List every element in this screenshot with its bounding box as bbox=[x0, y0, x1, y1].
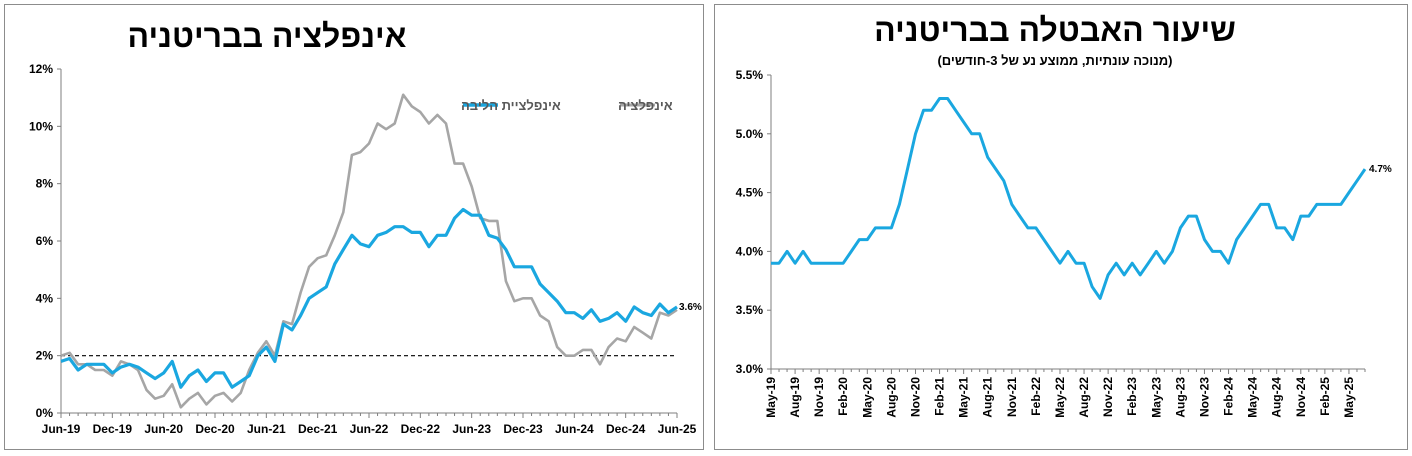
y-tick-label: 5.0% bbox=[736, 127, 764, 141]
x-tick-label: May-25 bbox=[1342, 377, 1356, 418]
core-inflation-end-label: 3.6% bbox=[679, 302, 702, 313]
unemployment-chart-title: שיעור האבטלה בבריטניה bbox=[874, 12, 1236, 48]
x-tick-label: Jun-24 bbox=[555, 422, 594, 436]
x-tick-label: Jun-22 bbox=[350, 422, 389, 436]
inflation-chart-title: אינפלציה בבריטניה bbox=[128, 18, 407, 54]
x-tick-label: Jun-25 bbox=[658, 422, 697, 436]
unemployment-end-label: 4.7% bbox=[1369, 164, 1392, 175]
x-tick-label: Aug-20 bbox=[884, 377, 898, 418]
y-tick-label: 0% bbox=[36, 406, 54, 420]
core-inflation-line bbox=[60, 207, 678, 389]
y-tick-label: 4.5% bbox=[736, 186, 764, 200]
y-tick-label: 8% bbox=[36, 177, 54, 191]
y-tick-label: 6% bbox=[36, 234, 54, 248]
legend-label-core: אינפלציית הליבה bbox=[461, 98, 561, 113]
x-tick-label: Nov-21 bbox=[1005, 377, 1019, 417]
x-tick-label: May-19 bbox=[764, 377, 778, 418]
unemployment-chart: שיעור האבטלה בבריטניה (מנוכה עונתיות, ממ… bbox=[736, 12, 1392, 418]
x-tick-label: Nov-23 bbox=[1197, 377, 1211, 417]
unemployment-chart-panel: שיעור האבטלה בבריטניה (מנוכה עונתיות, ממ… bbox=[714, 4, 1408, 450]
x-tick-label: Aug-19 bbox=[788, 377, 802, 418]
inflation-chart-panel: אינפלציה בבריטניה 0% 2% 4% 6% 8% 10% 12% Jun-19… bbox=[4, 4, 704, 450]
y-tick-label: 4% bbox=[36, 291, 54, 305]
x-tick-label: Dec-21 bbox=[298, 422, 338, 436]
y-tick-label: 12% bbox=[29, 62, 53, 76]
y-tick-label: 10% bbox=[29, 119, 53, 133]
x-tick-label: May-23 bbox=[1149, 377, 1163, 418]
x-tick-label: Dec-19 bbox=[93, 422, 133, 436]
x-tick-label: Aug-23 bbox=[1173, 377, 1187, 418]
x-tick-label: Dec-20 bbox=[195, 422, 235, 436]
y-tick-label: 3.5% bbox=[736, 303, 764, 317]
x-tick-label: Dec-24 bbox=[606, 422, 646, 436]
x-tick-label: Nov-24 bbox=[1294, 377, 1308, 417]
x-tick-label: Jun-21 bbox=[247, 422, 286, 436]
x-tick-label: Aug-21 bbox=[981, 377, 995, 418]
x-tick-label: Feb-22 bbox=[1029, 377, 1043, 416]
x-tick-label: Nov-20 bbox=[908, 377, 922, 417]
x-tick-label: Dec-22 bbox=[401, 422, 441, 436]
unemployment-line bbox=[771, 97, 1367, 300]
y-tick-label: 2% bbox=[36, 349, 54, 363]
y-tick-label: 3.0% bbox=[736, 362, 764, 376]
x-tick-label: Nov-22 bbox=[1101, 377, 1115, 417]
x-tick-label: Aug-24 bbox=[1270, 377, 1284, 418]
legend-label-headline: אינפלציה bbox=[618, 98, 673, 113]
x-tick-label: Dec-23 bbox=[503, 422, 543, 436]
x-tick-label: Feb-20 bbox=[836, 377, 850, 416]
x-tick-label: Nov-19 bbox=[812, 377, 826, 417]
x-tick-label: Feb-21 bbox=[933, 377, 947, 416]
x-tick-label: May-22 bbox=[1053, 377, 1067, 418]
x-tick-label: Jun-20 bbox=[144, 422, 183, 436]
headline-inflation-line bbox=[60, 93, 678, 409]
x-tick-label: Aug-22 bbox=[1077, 377, 1091, 418]
x-tick-label: Feb-23 bbox=[1125, 377, 1139, 416]
x-tick-label: Feb-24 bbox=[1222, 377, 1236, 416]
x-tick-label: Jun-23 bbox=[452, 422, 491, 436]
inflation-chart: אינפלציה בבריטניה 0% 2% 4% 6% 8% 10% 12% Jun-19… bbox=[29, 18, 702, 436]
x-tick-label: May-24 bbox=[1246, 377, 1260, 418]
x-tick-label: May-21 bbox=[957, 377, 971, 418]
x-tick-label: Jun-19 bbox=[42, 422, 81, 436]
unemployment-chart-subtitle: (מנוכה עונתיות, ממוצע נע של 3-חודשים) bbox=[937, 53, 1172, 68]
x-tick-label: May-20 bbox=[860, 377, 874, 418]
y-tick-label: 4.0% bbox=[736, 244, 764, 258]
x-tick-label: Feb-25 bbox=[1318, 377, 1332, 416]
y-tick-label: 5.5% bbox=[736, 68, 764, 82]
